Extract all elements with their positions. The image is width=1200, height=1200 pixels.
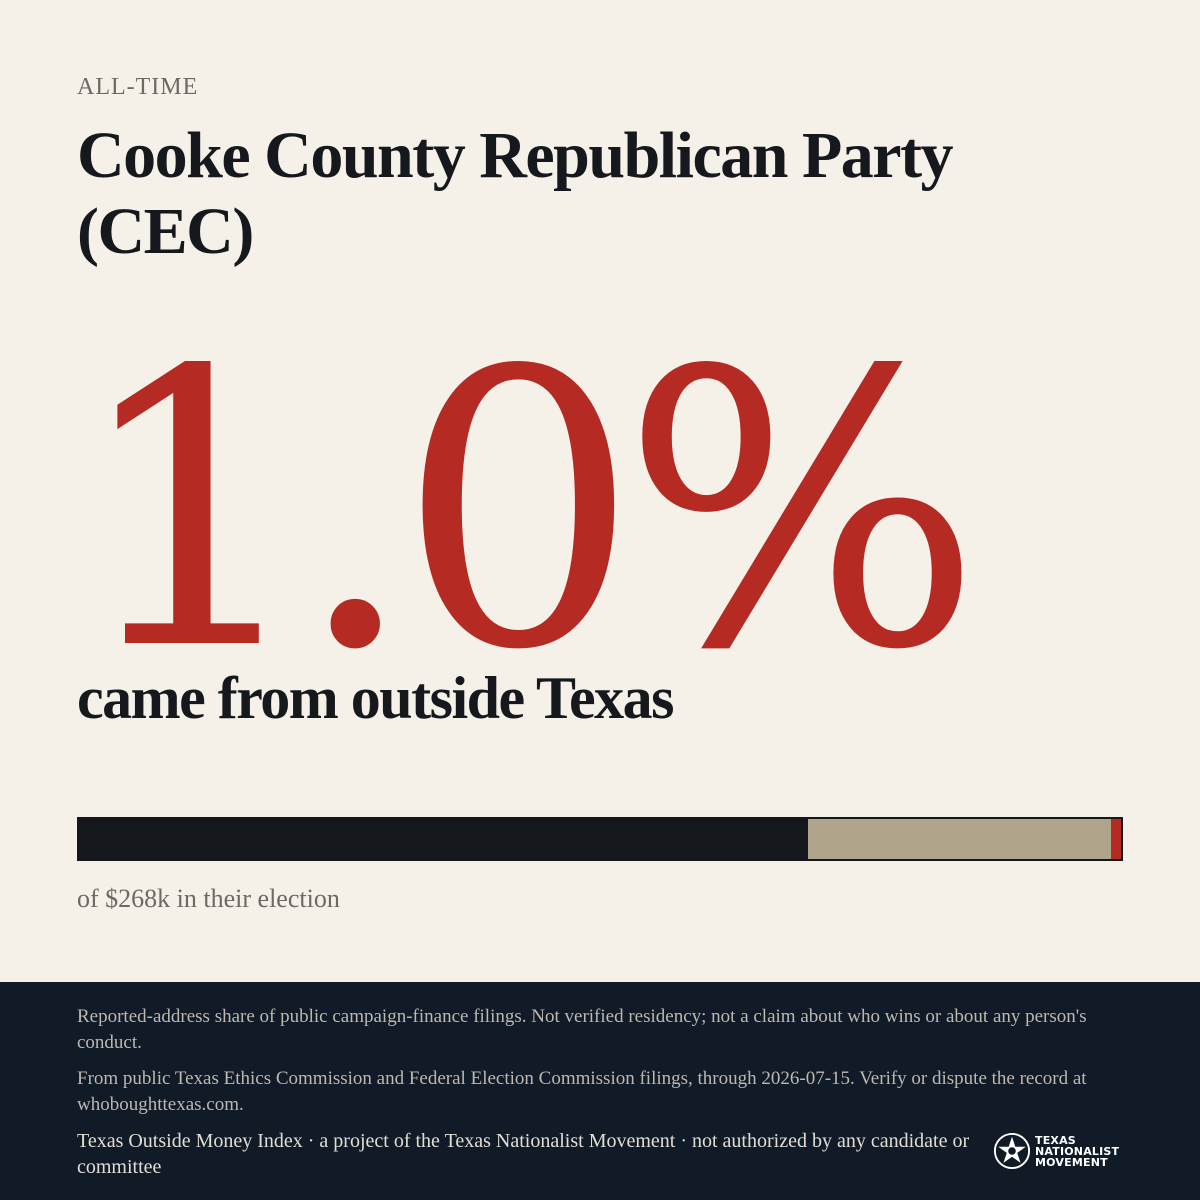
share-bar [77, 817, 1123, 861]
footer: Reported-address share of public campaig… [0, 982, 1200, 1200]
logo-line-1: TEXAS [1035, 1133, 1076, 1147]
bar-caption: of $268k in their election [77, 884, 340, 913]
logo-line-2: NATIONALIST [1035, 1144, 1120, 1158]
eyebrow-label: ALL-TIME [77, 74, 199, 100]
tnm-logo: TEXAS NATIONALIST MOVEMENT [993, 1132, 1119, 1170]
bar-segment-in-district [79, 819, 809, 859]
footer-project: Texas Outside Money Index · a project of… [77, 1130, 970, 1178]
headline-subline: came from outside Texas [77, 665, 675, 731]
bar-segment-rest-of-texas [808, 819, 1111, 859]
footer-disclaimer: Reported-address share of public campaig… [77, 1006, 1087, 1053]
page-title: Cooke County Republican Party (CEC) [77, 119, 954, 268]
bar-segment-outside-texas [1110, 819, 1121, 859]
star-seal-icon [993, 1132, 1031, 1170]
logo-line-3: MOVEMENT [1035, 1155, 1108, 1169]
headline-percent: 1.0% [71, 290, 982, 733]
footer-source: From public Texas Ethics Commission and … [77, 1068, 1087, 1115]
logo-wordmark: TEXAS NATIONALIST MOVEMENT [1035, 1135, 1119, 1168]
